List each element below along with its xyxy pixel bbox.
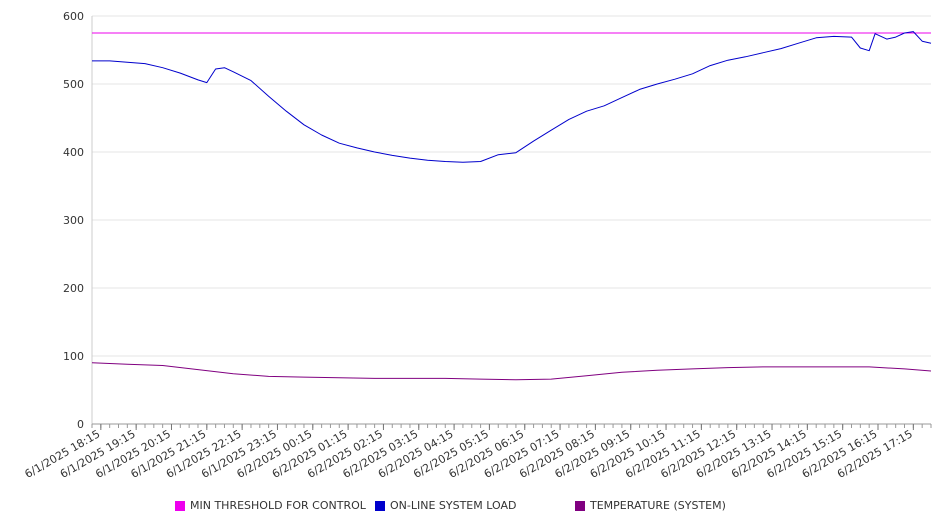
- series-temperature: [91, 362, 932, 381]
- y-tick-label: 500: [63, 78, 84, 91]
- legend-swatch-system-load: [375, 500, 385, 511]
- legend-label-system-load: ON-LINE SYSTEM LOAD: [390, 499, 517, 512]
- y-tick-labels: 0 100 200 300 400 500 600: [63, 10, 84, 431]
- legend-swatch-min-threshold: [175, 500, 185, 511]
- legend-item-min-threshold[interactable]: MIN THRESHOLD FOR CONTROL: [175, 499, 366, 512]
- series: [91, 31, 932, 381]
- legend-swatch-temperature: [575, 500, 585, 511]
- legend: MIN THRESHOLD FOR CONTROL ON-LINE SYSTEM…: [0, 497, 946, 517]
- legend-item-temperature[interactable]: TEMPERATURE (SYSTEM): [575, 499, 726, 512]
- x-tick-labels: 6/1/2025 18:156/1/2025 19:156/1/2025 20:…: [23, 427, 915, 481]
- y-tick-label: 600: [63, 10, 84, 23]
- y-tick-label: 0: [77, 418, 84, 431]
- legend-item-system-load[interactable]: ON-LINE SYSTEM LOAD: [375, 499, 516, 512]
- axes: [91, 16, 932, 430]
- series-system-load: [92, 31, 932, 163]
- y-tick-label: 200: [63, 282, 84, 295]
- y-tick-label: 400: [63, 146, 84, 159]
- y-tick-label: 300: [63, 214, 84, 227]
- legend-label-min-threshold: MIN THRESHOLD FOR CONTROL: [190, 499, 366, 512]
- legend-label-temperature: TEMPERATURE (SYSTEM): [590, 499, 726, 512]
- y-tick-label: 100: [63, 350, 84, 363]
- grid: [92, 15, 931, 425]
